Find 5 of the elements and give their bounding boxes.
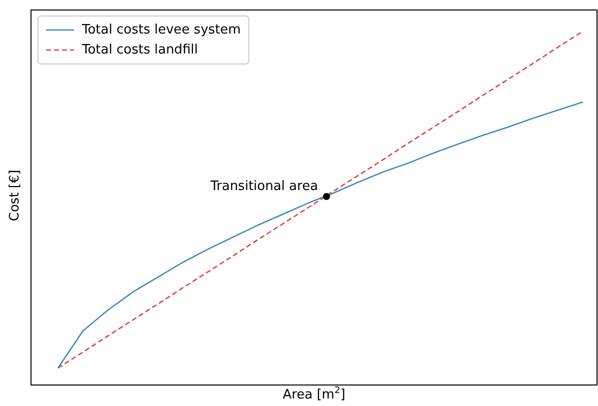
y-axis-title: Cost [€] bbox=[8, 168, 22, 224]
legend-label: Total costs levee system bbox=[81, 22, 241, 38]
legend-label: Total costs landfill bbox=[81, 42, 198, 58]
annotation: Transitional area bbox=[209, 178, 318, 194]
x-axis-title: Area [m$^{2}$] bbox=[282, 386, 346, 402]
